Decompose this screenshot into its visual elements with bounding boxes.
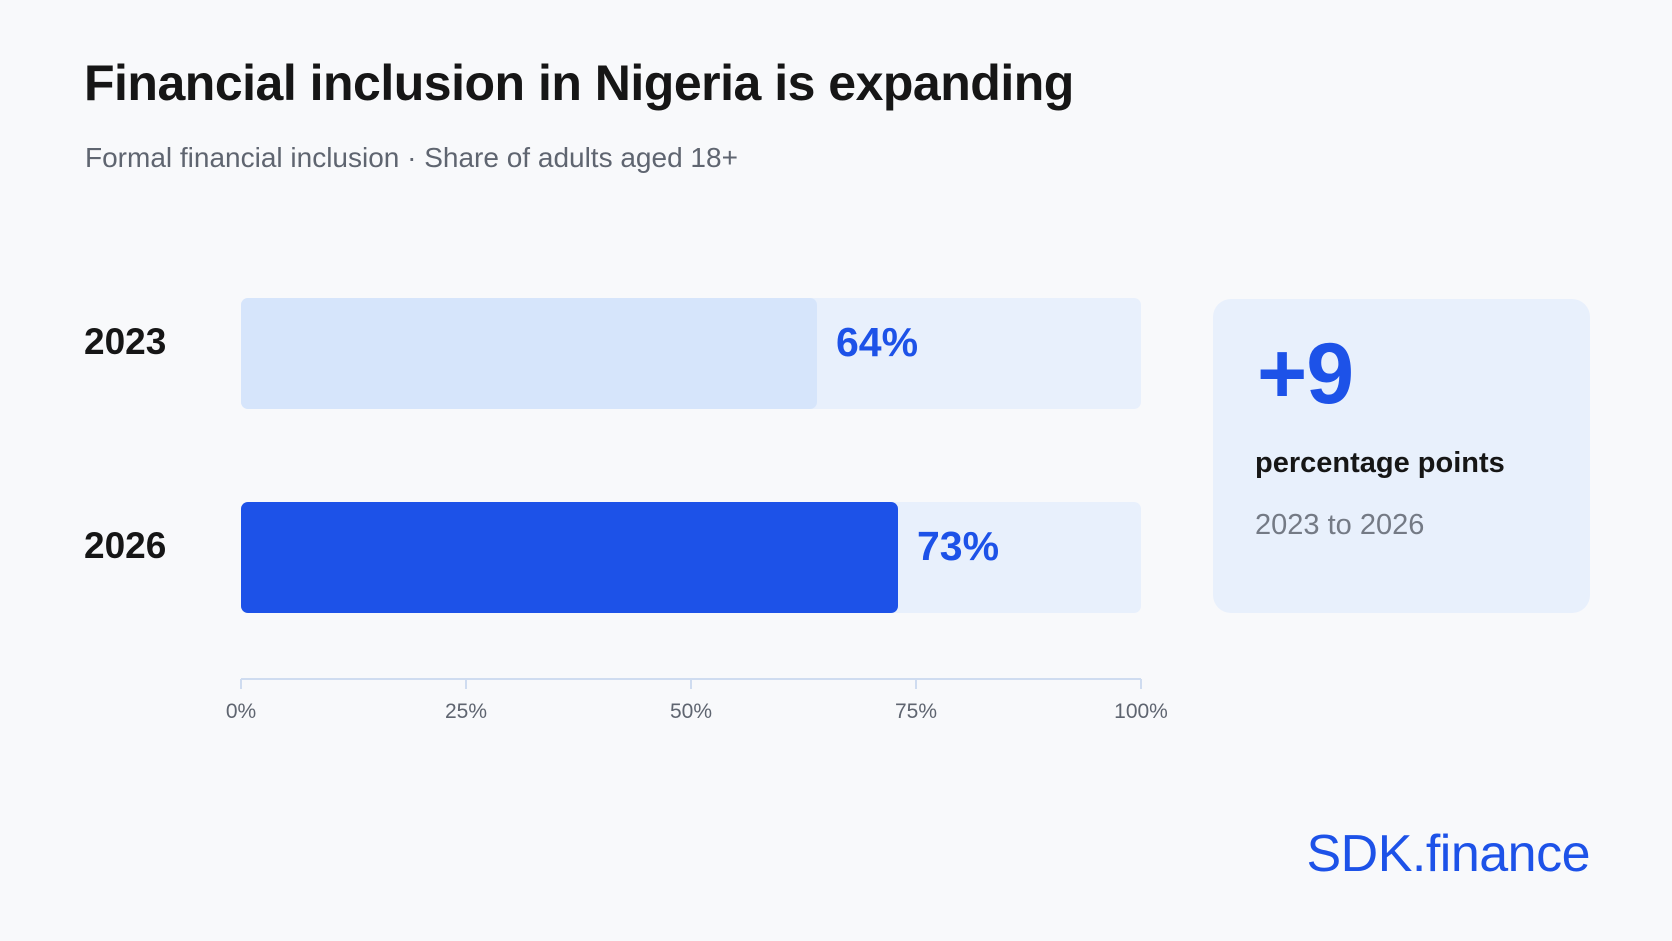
category-label-2023: 2023 (84, 321, 166, 362)
value-label-2023: 64% (836, 319, 918, 365)
chart-subtitle: Formal financial inclusion · Share of ad… (85, 142, 738, 173)
bar-2023 (241, 298, 817, 409)
chart-title: Financial inclusion in Nigeria is expand… (84, 55, 1074, 111)
category-label-2026: 2026 (84, 525, 166, 566)
x-tick-label: 0% (226, 700, 256, 723)
x-tick-label: 100% (1114, 700, 1168, 723)
brand-logo: SDK.finance (1306, 825, 1590, 883)
bar-2026 (241, 502, 898, 613)
x-tick-label: 50% (670, 700, 712, 723)
x-tick-label: 75% (895, 700, 937, 723)
change-summary-card: +9 percentage points 2023 to 2026 (1213, 299, 1590, 613)
value-label-2026: 73% (917, 523, 999, 569)
change-unit-label: percentage points (1255, 447, 1505, 479)
x-tick-label: 25% (445, 700, 487, 723)
change-value: +9 (1257, 326, 1354, 422)
change-period: 2023 to 2026 (1255, 509, 1425, 541)
